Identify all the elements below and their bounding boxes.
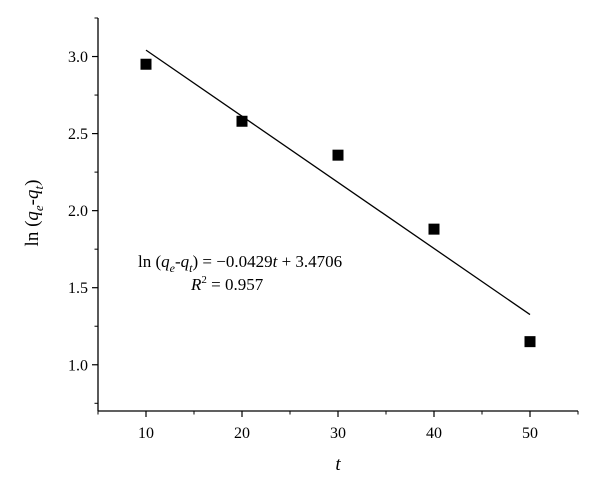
equation-rhs-b: + 3.4706 [277, 252, 342, 271]
x-tick-label-50: 50 [522, 425, 538, 442]
y-tick-label-2: 2.0 [68, 203, 88, 220]
fit-line-layer [145, 49, 531, 316]
equation-dash: - [175, 252, 181, 271]
x-axis-title: t [335, 454, 341, 475]
equation-label: ln (qe-qt) = −0.0429t + 3.4706 [138, 252, 342, 275]
y-tick-label-3: 3.0 [68, 49, 88, 66]
y-axis-title-ln: ln ( [22, 221, 43, 247]
axes [97, 18, 578, 412]
x-tick-label-10: 10 [138, 425, 154, 442]
data-point-30 [332, 149, 344, 161]
equation-sub-t: t [189, 261, 193, 275]
y-axis-title-q2: q [22, 189, 43, 199]
y-axis-title: ln (qe-qt) [22, 180, 46, 247]
data-point-50 [524, 336, 536, 348]
y-axis-title-dash: - [22, 199, 43, 205]
y-axis-title-q1: q [22, 211, 43, 221]
y-axis-title-sub-t: t [31, 185, 46, 189]
x-tick-label-40: 40 [426, 425, 442, 442]
data-point-40 [428, 223, 440, 235]
equation-sub-e: e [170, 261, 176, 275]
r2-R: R [190, 275, 202, 294]
y-tick-label-1.5: 1.5 [68, 280, 88, 297]
equation-t: t [273, 252, 279, 271]
equation-rhs-a: ) = −0.0429 [192, 252, 272, 271]
equation-q2: q [181, 252, 190, 271]
equation-ln: ln ( [138, 252, 161, 271]
r2-value: = 0.957 [207, 275, 264, 294]
ticks: 10 20 30 40 50 1.0 1.5 2.0 2.5 3.0 [68, 17, 579, 442]
data-points [140, 58, 536, 348]
y-tick-label-1: 1.0 [68, 357, 88, 374]
x-tick-label-20: 20 [234, 425, 250, 442]
fit-line [145, 49, 531, 316]
r2-exp: 2 [201, 274, 207, 286]
y-axis-title-close: ) [22, 180, 43, 186]
y-tick-label-2.5: 2.5 [68, 126, 88, 143]
x-tick-label-30: 30 [330, 425, 346, 442]
equation-q1: q [161, 252, 170, 271]
y-axis-title-sub-e: e [31, 205, 46, 211]
r-squared-label: R2 = 0.957 [190, 274, 264, 294]
data-point-10 [140, 58, 152, 70]
data-point-20 [236, 115, 248, 127]
